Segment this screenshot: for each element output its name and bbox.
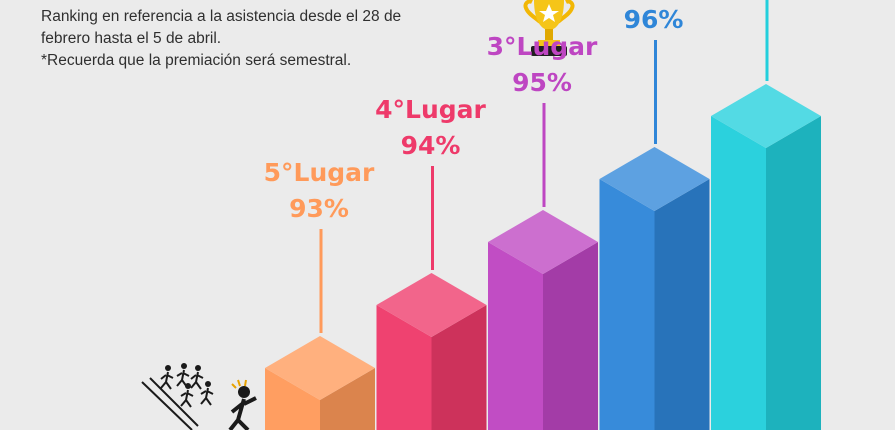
bar-top-face — [265, 336, 375, 400]
bar-left-face — [599, 179, 655, 430]
bar-left-face — [711, 116, 766, 430]
bar-5-lugar — [265, 229, 375, 430]
place-label: 3°Lugar — [487, 32, 598, 61]
ranking-note: Ranking en referencia a la asistencia de… — [41, 6, 471, 72]
place-label: 5°Lugar — [264, 158, 375, 187]
bar-4-lugar — [376, 166, 487, 430]
value-label: 94% — [401, 131, 461, 160]
bar-1-lugar — [711, 0, 821, 430]
note-line-2: febrero hasta el 5 de abril. — [41, 30, 222, 47]
bar-top-face — [376, 273, 487, 337]
bar-right-face — [543, 242, 598, 430]
bar-right-face — [654, 179, 710, 430]
place-label: 4°Lugar — [375, 95, 486, 124]
bar-right-face — [766, 116, 821, 430]
bar-top-face — [488, 210, 598, 274]
bar-top-face — [599, 147, 710, 211]
bar-3-lugar — [488, 103, 598, 430]
bar-right-face — [320, 368, 375, 430]
note-line-3: *Recuerda que la premiación será semestr… — [41, 52, 352, 69]
bar-left-face — [376, 305, 432, 430]
trophy-icon — [523, 0, 575, 56]
bar-left-face — [265, 368, 320, 430]
value-label: 93% — [289, 194, 349, 223]
runners-icon — [141, 363, 257, 430]
bar-top-face — [711, 84, 821, 148]
bar-right-face — [431, 305, 487, 430]
value-label: 95% — [512, 68, 572, 97]
value-label: 96% — [624, 5, 684, 34]
note-line-1: Ranking en referencia a la asistencia de… — [41, 8, 402, 25]
bar-2-lugar — [599, 40, 710, 430]
bar-left-face — [488, 242, 543, 430]
